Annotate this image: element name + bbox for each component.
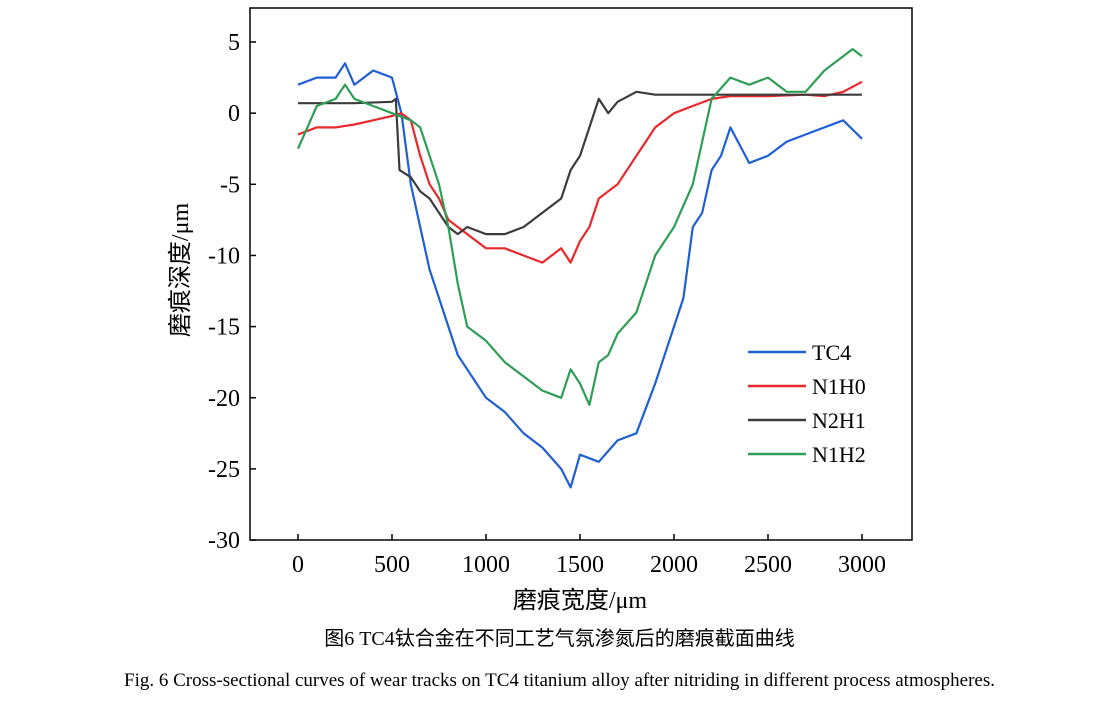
legend-label-n1h0: N1H0 [812, 374, 866, 399]
y-tick-label: -25 [208, 457, 240, 483]
series-line-n2h1 [298, 90, 862, 236]
line-chart: 0 500 1000 1500 2000 2500 3000 5 0 -5 -10 -15 -20 -25… [167, 7, 913, 614]
series-line-tc4 [297, 62, 863, 489]
series-line-n1h0 [297, 80, 863, 264]
x-tick-label: 1500 [556, 552, 604, 578]
legend-label-tc4: TC4 [812, 340, 851, 365]
legend-label-n1h2: N1H2 [812, 442, 866, 467]
y-tick-label: 5 [228, 30, 240, 56]
y-tick-label: -30 [208, 528, 240, 554]
x-tick-label: 0 [292, 552, 304, 578]
x-tick-label: 1000 [462, 552, 510, 578]
y-tick-label: -10 [208, 243, 240, 269]
series-line-n1h2 [296, 47, 863, 406]
y-tick-label: -15 [208, 315, 240, 341]
legend-label-n2h1: N2H1 [812, 408, 866, 433]
figure-caption-chinese: 图6 TC4钛合金在不同工艺气氛渗氮后的磨痕截面曲线 [324, 628, 795, 650]
x-tick-label: 2500 [744, 552, 792, 578]
x-tick-label: 500 [374, 552, 410, 578]
x-tick-label: 3000 [838, 552, 886, 578]
x-axis-label: 磨痕宽度/μm [513, 587, 648, 614]
y-tick-label: 0 [228, 101, 240, 127]
y-tick-label: -5 [220, 172, 240, 198]
plot-frame [249, 7, 913, 541]
y-tick-label: -20 [208, 386, 240, 412]
figure-caption-english: Fig. 6 Cross-sectional curves of wear tr… [124, 670, 995, 691]
x-tick-label: 2000 [650, 552, 698, 578]
y-axis-label: 磨痕深度/μm [167, 203, 194, 338]
